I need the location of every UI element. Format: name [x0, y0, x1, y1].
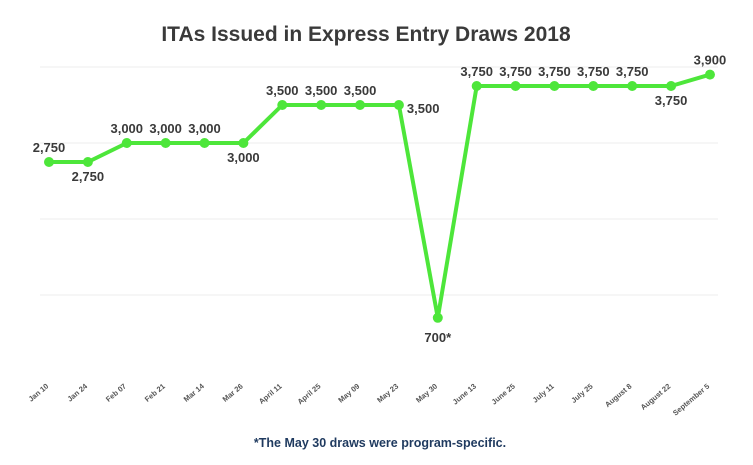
data-label: 3,750 [655, 93, 688, 108]
data-label: 3,750 [460, 64, 493, 79]
data-point [199, 138, 210, 148]
x-tick-label: July 11 [531, 382, 556, 405]
x-tick-label: May 30 [414, 382, 439, 405]
data-label: 3,000 [149, 121, 182, 136]
x-tick-label: Mar 26 [221, 382, 245, 404]
data-labels: 2,750 2,750 3,000 3,000 3,000 3,000 3,500 3,500… [33, 53, 727, 345]
data-label: 3,000 [110, 121, 143, 136]
data-point [588, 81, 599, 91]
data-label: 700* [424, 330, 452, 345]
data-label: 3,000 [188, 121, 221, 136]
x-tick-label: July 25 [569, 382, 594, 405]
x-tick-label: August 22 [639, 382, 673, 412]
data-label: 3,750 [577, 64, 610, 79]
series-line-layer [47, 72, 712, 320]
x-tick-label: May 23 [375, 382, 400, 405]
data-point [277, 100, 288, 110]
x-tick-label: April 25 [296, 382, 323, 407]
x-tick-label: Mar 14 [182, 381, 207, 404]
data-point [355, 100, 366, 110]
x-tick-label: August 8 [603, 382, 633, 410]
data-points [44, 69, 715, 323]
x-tick-label: September 5 [671, 382, 711, 418]
data-point [471, 81, 482, 91]
data-point [82, 157, 93, 167]
data-label: 2,750 [72, 169, 105, 184]
data-point [121, 138, 132, 148]
data-point [627, 81, 638, 91]
x-tick-label: May 09 [336, 382, 361, 405]
data-point [44, 157, 54, 167]
x-tick-label: Jan 10 [27, 382, 51, 404]
data-label: 3,750 [616, 64, 649, 79]
data-point [316, 100, 327, 110]
data-label: 3,750 [538, 64, 571, 79]
chart-title: ITAs Issued in Express Entry Draws 2018 [161, 23, 571, 46]
x-tick-label: June 13 [451, 382, 478, 407]
gridlines [40, 66, 718, 296]
data-point [238, 138, 249, 148]
data-label: 3,000 [227, 150, 260, 165]
data-label: 3,750 [499, 64, 532, 79]
x-tick-label: April 11 [257, 382, 284, 406]
data-label: 3,500 [344, 83, 377, 98]
data-point [549, 81, 560, 91]
x-tick-label: Feb 07 [104, 382, 128, 404]
data-point [666, 81, 677, 91]
data-point [432, 312, 443, 323]
data-point [393, 100, 404, 110]
series-line [47, 72, 712, 320]
x-axis-ticks: Jan 10 Jan 24 Feb 07 Feb 21 Mar 14 Mar 26 Apri… [27, 381, 712, 417]
data-label: 3,500 [407, 101, 440, 116]
data-point [510, 81, 521, 91]
x-tick-label: June 25 [490, 382, 517, 407]
data-label: 3,500 [305, 83, 338, 98]
x-tick-label: Jan 24 [65, 381, 89, 403]
data-label: 2,750 [33, 140, 66, 155]
data-point [160, 138, 171, 148]
footnote: *The May 30 draws were program-specific. [254, 436, 506, 450]
data-point [704, 69, 715, 80]
data-label: 3,500 [266, 83, 299, 98]
x-tick-label: Feb 21 [143, 382, 167, 404]
data-label: 3,900 [694, 53, 727, 68]
